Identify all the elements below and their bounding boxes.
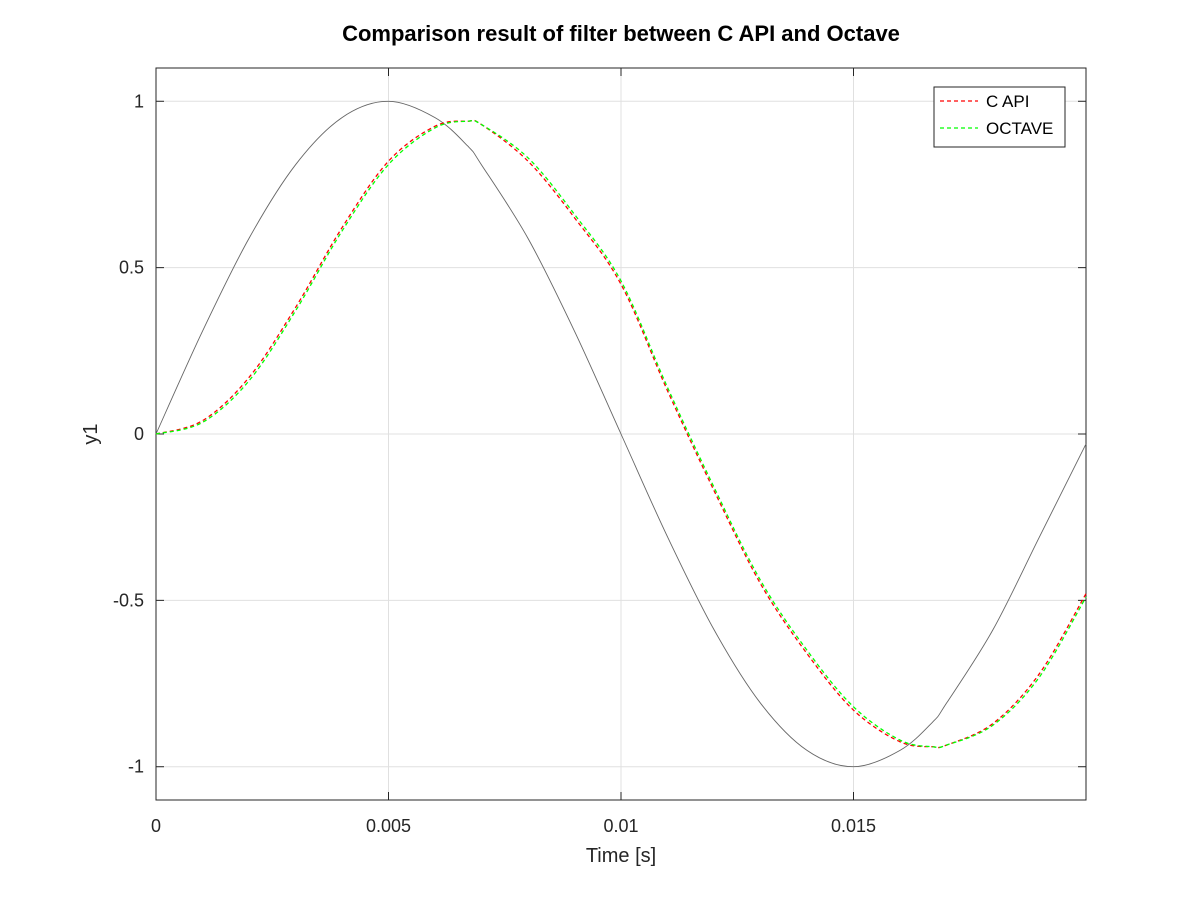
legend-label: OCTAVE (986, 119, 1053, 138)
x-tick-label: 0.015 (831, 816, 876, 836)
y-tick-label: 1 (134, 91, 144, 111)
y-tick-label: -1 (128, 757, 144, 777)
legend: C API OCTAVE (933, 86, 1066, 148)
x-tick-label: 0.005 (366, 816, 411, 836)
chart-title: Comparison result of filter between C AP… (342, 21, 900, 46)
series-line-2 (155, 119, 1087, 749)
legend-label: C API (986, 92, 1029, 111)
axis-ticks: 0 0.005 0.01 0.015 -1 -0.5 0 0.5 1 (113, 68, 1086, 836)
legend-box (933, 86, 1066, 148)
y-tick-label: -0.5 (113, 590, 144, 610)
y-tick-label: 0.5 (119, 258, 144, 278)
y-axis-label: y1 (80, 423, 102, 444)
x-axis-label: Time [s] (586, 845, 656, 867)
x-tick-label: 0.01 (603, 816, 638, 836)
series-layer (155, 100, 1087, 768)
x-tick-label: 0 (151, 816, 161, 836)
series-line-0 (155, 100, 1087, 768)
y-tick-label: 0 (134, 424, 144, 444)
